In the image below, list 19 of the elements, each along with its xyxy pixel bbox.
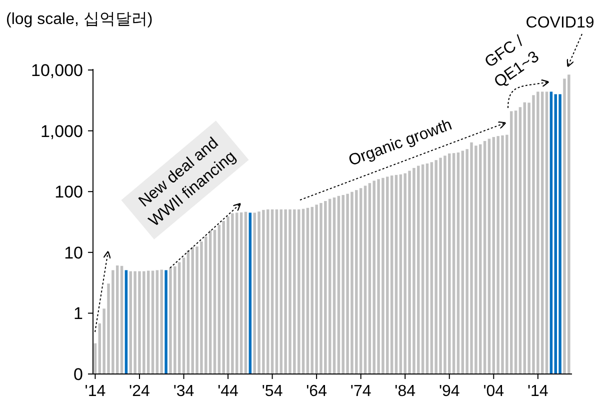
y-tick-label: 10	[64, 243, 83, 262]
y-tick-label: 0	[74, 365, 83, 384]
annotation: COVID19	[526, 14, 594, 32]
x-tick-label: '14	[84, 383, 106, 400]
y-tick-label: 10,000	[31, 61, 83, 80]
x-tick-label: '54	[262, 383, 283, 400]
x-tick-label: '94	[438, 383, 460, 400]
x-tick-label: '64	[306, 383, 328, 400]
x-tick-label: '74	[350, 383, 372, 400]
y-tick-label: 100	[54, 182, 83, 202]
x-tick-label: '14	[527, 383, 548, 400]
x-tick-label: '04	[483, 383, 504, 400]
y-tick-label: 1,000	[40, 122, 83, 141]
x-tick-label: '24	[129, 383, 150, 400]
y-tick-label: 1	[74, 304, 83, 324]
x-tick-label: '44	[218, 383, 239, 400]
y-axis-title: (log scale, 십억달러)	[6, 11, 153, 28]
x-tick-label: '84	[394, 383, 416, 400]
x-tick-label: '34	[173, 383, 194, 400]
